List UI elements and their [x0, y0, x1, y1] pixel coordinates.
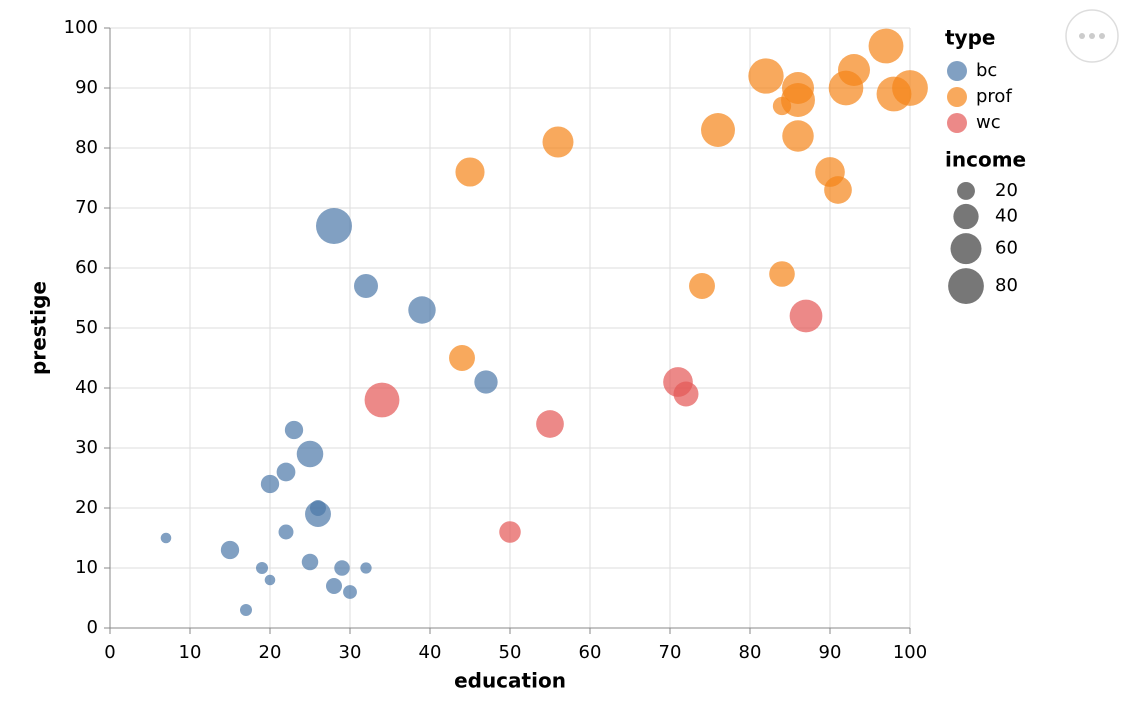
legend-swatch [947, 113, 967, 133]
bubble [334, 560, 350, 576]
bubble [499, 521, 521, 543]
x-tick-label: 30 [339, 642, 362, 663]
x-tick-label: 20 [259, 642, 282, 663]
bubble [673, 381, 699, 407]
y-tick-label: 30 [75, 437, 98, 458]
bubble [364, 382, 400, 418]
y-tick-label: 20 [75, 497, 98, 518]
x-tick-label: 80 [739, 642, 762, 663]
bubble [408, 296, 436, 324]
y-tick-label: 0 [87, 617, 98, 638]
size-legend-label: 80 [995, 275, 1018, 296]
menu-dot[interactable] [1099, 33, 1105, 39]
legend-label: bc [976, 60, 997, 81]
size-legend-title: income [945, 148, 1026, 172]
size-legend-label: 20 [995, 180, 1018, 201]
bubble [868, 28, 904, 64]
bubble [354, 274, 378, 298]
bubble [536, 410, 564, 438]
x-tick-label: 40 [419, 642, 442, 663]
bubble [284, 420, 304, 440]
bubble [278, 524, 294, 540]
bubble [160, 532, 172, 544]
menu-button[interactable] [1065, 9, 1119, 63]
bubble [296, 440, 324, 468]
bubble [769, 261, 795, 287]
size-legend-label: 60 [995, 238, 1018, 259]
bubble [455, 157, 485, 187]
x-tick-label: 60 [579, 642, 602, 663]
y-tick-label: 10 [75, 557, 98, 578]
bubble [449, 345, 475, 371]
bubble [240, 604, 252, 616]
size-legend-swatch [957, 182, 975, 200]
x-tick-label: 90 [819, 642, 842, 663]
bubble [789, 299, 823, 333]
menu-dot[interactable] [1079, 33, 1085, 39]
size-legend-swatch [953, 203, 979, 230]
bubble [276, 462, 296, 482]
x-axis-title: education [454, 669, 566, 693]
bubble [260, 474, 280, 494]
legend-title: type [945, 26, 995, 50]
bubble [748, 58, 784, 94]
size-legend-label: 40 [995, 206, 1018, 227]
y-tick-label: 90 [75, 77, 98, 98]
y-tick-label: 50 [75, 317, 98, 338]
grid [109, 27, 911, 629]
bubble [305, 501, 331, 527]
bubble [301, 553, 319, 571]
y-tick-label: 100 [64, 17, 98, 38]
bubble [264, 574, 276, 586]
y-tick-label: 80 [75, 137, 98, 158]
x-tick-label: 70 [659, 642, 682, 663]
bubble [824, 176, 852, 204]
bubble [689, 273, 715, 299]
legend-swatch [947, 61, 967, 81]
bubble [701, 113, 735, 147]
bubble [542, 126, 574, 158]
x-tick-label: 50 [499, 642, 522, 663]
bubble [326, 578, 342, 594]
x-tick-label: 100 [893, 642, 927, 663]
x-tick-label: 10 [179, 642, 202, 663]
bubble [220, 540, 240, 560]
bubble [316, 208, 352, 244]
bubble [343, 585, 357, 599]
legend-label: wc [976, 112, 1001, 133]
bubble [876, 76, 912, 112]
x-tick-label: 0 [104, 642, 115, 663]
menu-dot[interactable] [1089, 33, 1095, 39]
size-legend-swatch [950, 233, 982, 265]
bubble [360, 562, 372, 574]
legend-swatch [947, 87, 967, 107]
bubble [772, 96, 792, 116]
y-tick-label: 40 [75, 377, 98, 398]
y-tick-label: 60 [75, 257, 98, 278]
bubble [828, 70, 864, 106]
bubble [782, 120, 814, 152]
y-axis-title: prestige [27, 281, 51, 375]
y-tick-label: 70 [75, 197, 98, 218]
bubble [256, 562, 268, 574]
legend-label: prof [976, 86, 1012, 107]
size-legend-swatch [948, 268, 984, 304]
bubble [474, 370, 498, 394]
